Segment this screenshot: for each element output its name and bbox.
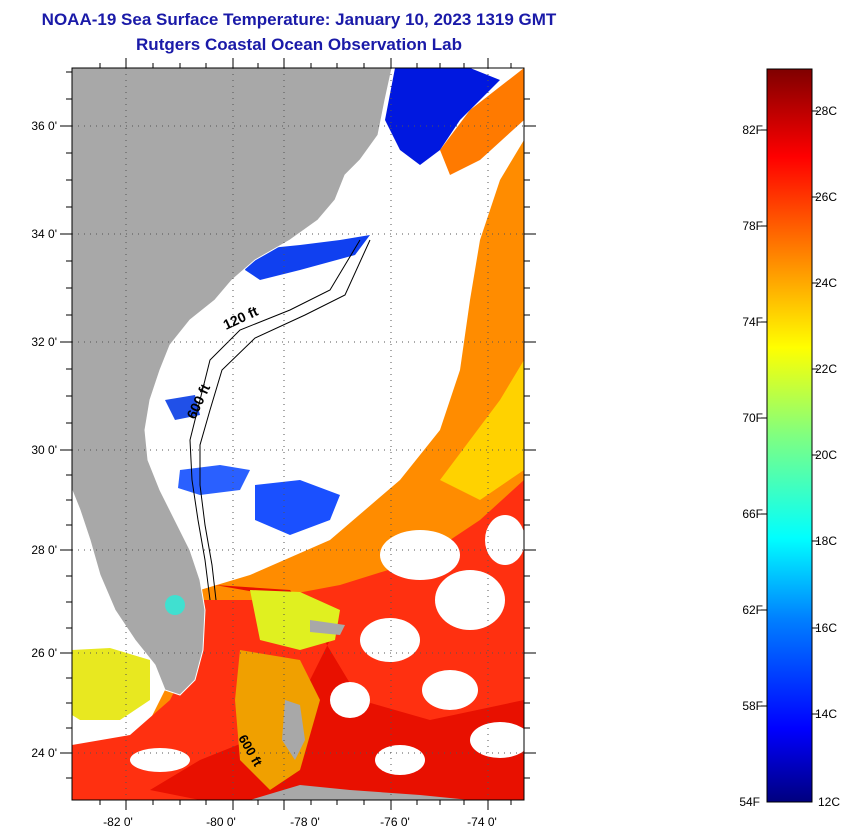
cold-water-fl: [255, 480, 340, 535]
cold-water-nc: [245, 235, 370, 280]
lat-label: 32 0': [31, 335, 57, 349]
map-frame: [71, 67, 525, 801]
lake-okeechobee: [165, 595, 185, 615]
colorbar-f-label: 78F: [742, 219, 763, 233]
cold-water-patch: [165, 395, 200, 420]
map-subtitle: Rutgers Coastal Ocean Observation Lab: [136, 35, 462, 54]
colorbar-f-label: 82F: [742, 123, 763, 137]
lon-label: -82 0': [103, 815, 133, 829]
lat-label: 26 0': [31, 646, 57, 660]
colorbar-c-label: 22C: [815, 362, 837, 376]
colorbar-c-label: 26C: [815, 190, 837, 204]
colorbar-c-label: 16C: [815, 621, 837, 635]
lat-label: 30 0': [31, 443, 57, 457]
lon-label: -74 0': [467, 815, 497, 829]
land-us-southeast: [72, 68, 393, 696]
warm-water-yellow: [440, 360, 524, 500]
land-grand-bahama: [310, 620, 345, 635]
cold-water-ne: [385, 68, 500, 165]
lon-label: -80 0': [206, 815, 236, 829]
land-cuba: [250, 785, 470, 800]
map-panel: [72, 68, 524, 800]
lon-label: -78 0': [290, 815, 320, 829]
colorbar-f-label: 66F: [742, 507, 763, 521]
graticule: [72, 68, 524, 800]
bahamas-bank-yellow: [250, 590, 340, 650]
florida-bay-yellow: [72, 648, 150, 720]
colorbar-c-label: 28C: [815, 104, 837, 118]
colorbar-c-label: 24C: [815, 276, 837, 290]
colorbar-f-label: 54F: [739, 795, 760, 809]
lat-label: 34 0': [31, 227, 57, 241]
colorbar: [766, 68, 813, 803]
colorbar-ticks: [761, 110, 818, 715]
colorbar-c-label: 20C: [815, 448, 837, 462]
lat-label: 28 0': [31, 543, 57, 557]
colorbar-c-label: 14C: [815, 707, 837, 721]
lon-label: -76 0': [380, 815, 410, 829]
lat-label: 36 0': [31, 119, 57, 133]
contour-600ft: [199, 239, 371, 601]
lat-label: 24 0': [31, 746, 57, 760]
cold-water-ga: [178, 465, 250, 495]
map-ticks: [60, 58, 536, 810]
contour-120ft: [189, 239, 361, 601]
ne-warm-water: [440, 68, 524, 175]
map-title: NOAA-19 Sea Surface Temperature: January…: [41, 10, 557, 29]
colorbar-f-label: 74F: [742, 315, 763, 329]
bahamas-bank-orange: [235, 650, 320, 790]
land-andros: [282, 700, 305, 760]
colorbar-c-label: 12C: [818, 795, 840, 809]
colorbar-f-label: 70F: [742, 411, 763, 425]
colorbar-f-label: 62F: [742, 603, 763, 617]
colorbar-c-label: 18C: [815, 534, 837, 548]
colorbar-f-label: 58F: [742, 699, 763, 713]
